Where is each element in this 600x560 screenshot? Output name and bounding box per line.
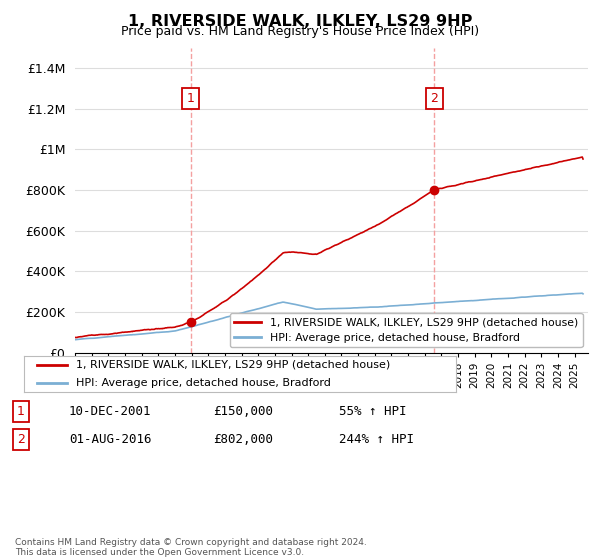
- Text: HPI: Average price, detached house, Bradford: HPI: Average price, detached house, Brad…: [76, 378, 331, 388]
- Text: 2: 2: [17, 433, 25, 446]
- Text: 2: 2: [430, 92, 439, 105]
- Text: 10-DEC-2001: 10-DEC-2001: [69, 405, 151, 418]
- Text: 01-AUG-2016: 01-AUG-2016: [69, 433, 151, 446]
- Text: 55% ↑ HPI: 55% ↑ HPI: [339, 405, 407, 418]
- Text: £802,000: £802,000: [213, 433, 273, 446]
- Text: 1: 1: [187, 92, 194, 105]
- Text: Contains HM Land Registry data © Crown copyright and database right 2024.
This d: Contains HM Land Registry data © Crown c…: [15, 538, 367, 557]
- Text: 1, RIVERSIDE WALK, ILKLEY, LS29 9HP: 1, RIVERSIDE WALK, ILKLEY, LS29 9HP: [128, 14, 472, 29]
- Text: £150,000: £150,000: [213, 405, 273, 418]
- Text: 1: 1: [17, 405, 25, 418]
- Text: 1, RIVERSIDE WALK, ILKLEY, LS29 9HP (detached house): 1, RIVERSIDE WALK, ILKLEY, LS29 9HP (det…: [76, 360, 390, 370]
- Text: Price paid vs. HM Land Registry's House Price Index (HPI): Price paid vs. HM Land Registry's House …: [121, 25, 479, 38]
- Text: 244% ↑ HPI: 244% ↑ HPI: [339, 433, 414, 446]
- Legend: 1, RIVERSIDE WALK, ILKLEY, LS29 9HP (detached house), HPI: Average price, detach: 1, RIVERSIDE WALK, ILKLEY, LS29 9HP (det…: [230, 313, 583, 347]
